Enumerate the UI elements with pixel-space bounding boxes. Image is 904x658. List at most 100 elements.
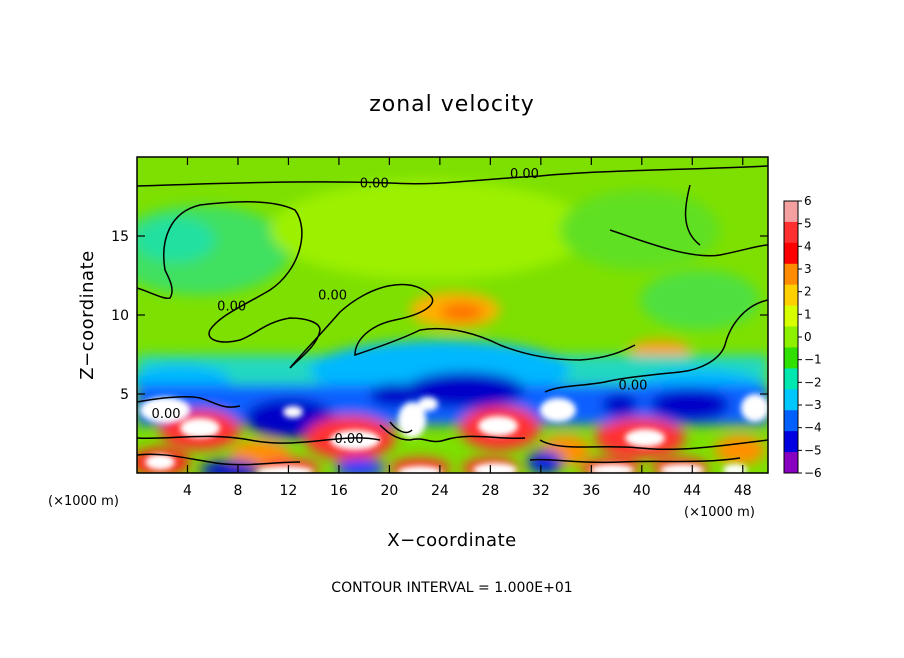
x-tick-label: 28 [481, 483, 499, 499]
colorbar-tick-label: −5 [804, 443, 822, 457]
x-tick-label: 4 [183, 483, 192, 499]
field-region [270, 180, 590, 280]
x-tick-label: 16 [330, 483, 348, 499]
colorbar-swatch [784, 221, 798, 244]
colorbar-swatch [784, 431, 798, 453]
field-region [370, 383, 420, 407]
chart-title: zonal velocity [369, 92, 535, 117]
x-axis: 4 8 12 16 20 24 28 32 36 40 44 48 [183, 157, 752, 499]
colorbar-tick-label: 1 [804, 307, 812, 321]
x-unit-label-left: (×1000 m) [48, 494, 119, 509]
contour-label: 0.00 [360, 176, 389, 191]
contour-line [137, 453, 301, 466]
contour-line [609, 229, 768, 257]
colorbar-swatch [784, 242, 798, 265]
x-tick-label: 8 [233, 483, 242, 499]
colorbar-tick-label: −3 [804, 398, 822, 412]
colorbar-swatch [784, 201, 798, 223]
x-tick-label: 32 [532, 483, 550, 499]
field-region [335, 458, 385, 473]
field-core [660, 464, 704, 473]
field-core [625, 429, 665, 447]
contour-lines [137, 165, 768, 466]
field-core [741, 394, 768, 422]
colorbar-tick-label: 4 [804, 239, 812, 253]
field-core [540, 398, 576, 422]
field-core [398, 402, 426, 438]
contour-label: 0.00 [335, 432, 364, 447]
field-core [398, 466, 442, 473]
colorbar-tick-label: −2 [804, 375, 822, 389]
contour-line [137, 435, 381, 444]
field-core [180, 418, 220, 438]
contour-labels: 0.00 0.00 0.00 0.00 0.00 0.00 0.00 [152, 167, 648, 447]
colorbar: 6 5 4 3 2 1 0 −1 −2 −3 −4 −5 −6 [783, 194, 822, 480]
y-axis: 5 10 15 [111, 229, 768, 403]
colorbar-swatch [784, 326, 798, 348]
field-core [140, 397, 190, 423]
x-axis-title: X−coordinate [387, 530, 516, 551]
colorbar-tick-label: −4 [804, 421, 822, 435]
field-region [137, 218, 215, 262]
field-core [473, 463, 517, 473]
contour-line [539, 439, 768, 451]
colorbar-swatch [784, 410, 798, 432]
field-region [405, 372, 525, 408]
contour-label: 0.00 [510, 167, 539, 182]
colorbar-tick-label: 0 [804, 330, 812, 344]
colorbar-swatch [784, 389, 798, 411]
colorbar-swatch [784, 263, 798, 286]
contour-line [137, 165, 768, 187]
field-core [330, 430, 380, 450]
field-core [418, 397, 438, 411]
colorbar-tick-label: 3 [804, 262, 812, 276]
contour-line [389, 421, 413, 434]
colorbar-swatch [784, 284, 798, 307]
field-core [257, 466, 313, 473]
field-core [590, 464, 634, 473]
field-region [560, 190, 720, 270]
contour-label: 0.00 [152, 407, 181, 422]
y-tick-label: 15 [111, 229, 129, 245]
x-tick-label: 24 [431, 483, 449, 499]
contour-interval-label: CONTOUR INTERVAL = 1.000E+01 [331, 580, 572, 596]
contour-line [137, 200, 636, 369]
x-tick-label: 44 [683, 483, 701, 499]
y-axis-title: Z−coordinate [77, 250, 98, 379]
x-tick-label: 12 [280, 483, 298, 499]
colorbar-tick-label: 6 [804, 194, 812, 208]
field-region [640, 270, 760, 330]
y-tick-label: 10 [111, 308, 129, 324]
velocity-field: 0.00 0.00 0.00 0.00 0.00 0.00 0.00 [137, 157, 768, 473]
field-region [527, 450, 563, 473]
contour-line [529, 457, 741, 464]
field-core [145, 454, 175, 470]
field-region [650, 389, 730, 421]
colorbar-tick-label: 2 [804, 285, 812, 299]
y-tick-label: 5 [120, 387, 129, 403]
field-region [440, 303, 484, 321]
colorbar-swatch [784, 452, 798, 474]
x-tick-label: 36 [582, 483, 600, 499]
contour-label: 0.00 [217, 300, 246, 315]
contour-label: 0.00 [618, 379, 647, 394]
x-tick-label: 40 [633, 483, 651, 499]
field-core [283, 406, 303, 418]
contour-line [544, 299, 768, 393]
colorbar-tick-label: −6 [804, 466, 822, 480]
field-region [200, 460, 260, 473]
contour-label: 0.00 [318, 288, 347, 303]
colorbar-swatch [784, 347, 798, 369]
colorbar-tick-label: −1 [804, 353, 822, 367]
contour-line [379, 424, 526, 443]
x-tick-label: 48 [734, 483, 752, 499]
contour-line [684, 184, 701, 246]
colorbar-tick-label: 5 [804, 217, 812, 231]
contour-line [137, 396, 241, 408]
colorbar-swatch [784, 305, 798, 328]
field-core [478, 416, 518, 436]
x-unit-label-right: (×1000 m) [684, 505, 755, 520]
x-tick-label: 20 [380, 483, 398, 499]
